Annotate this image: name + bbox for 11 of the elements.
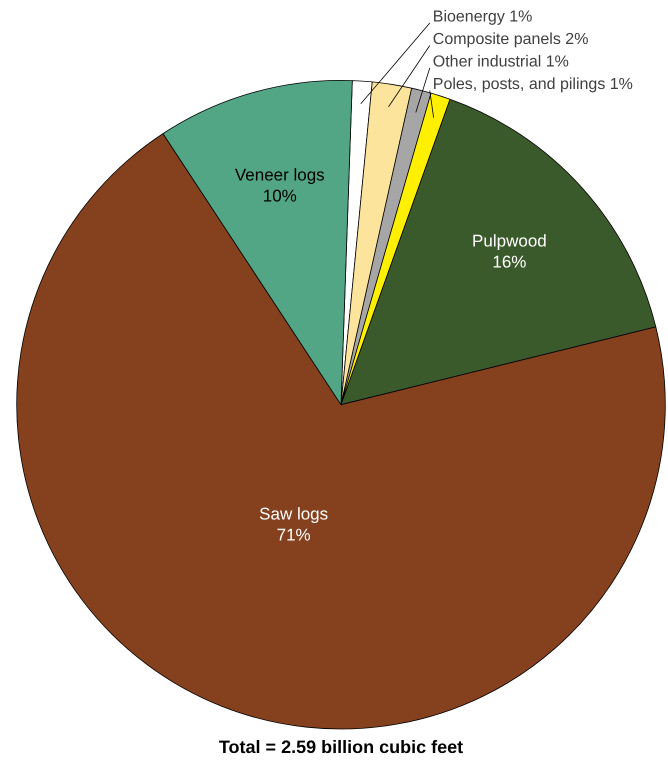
slice-label: Poles, posts, and pilings 1%	[432, 76, 633, 93]
slice-label: Pulpwood	[472, 232, 547, 251]
data-label: 10%	[262, 186, 297, 206]
slice-label: Bioenergy 1%	[432, 8, 532, 26]
data-label: 71%	[276, 526, 311, 545]
data-label: 16%	[492, 252, 526, 272]
slice-label: Composite panels 2%	[432, 30, 588, 48]
slice-label: Saw logs	[259, 504, 328, 524]
slice-label: Veneer logs	[234, 165, 325, 184]
text: Total = 2.59 billion cubic feet	[218, 737, 464, 758]
slice-label: Other industrial 1%	[432, 53, 569, 70]
